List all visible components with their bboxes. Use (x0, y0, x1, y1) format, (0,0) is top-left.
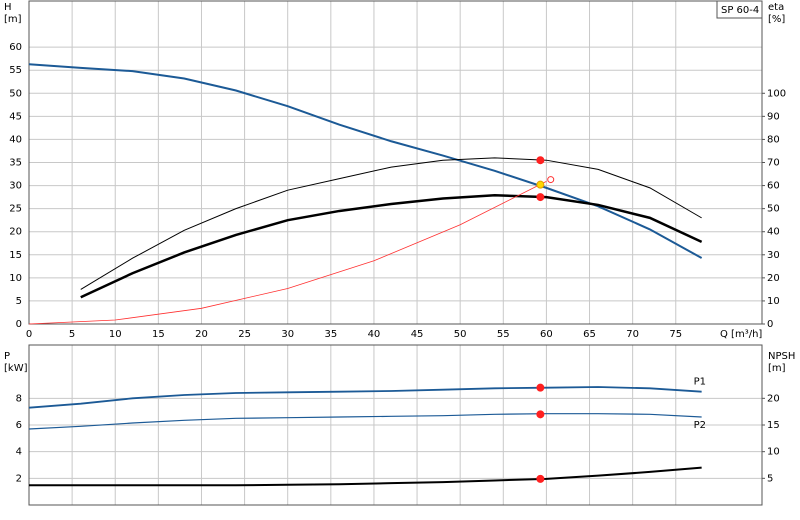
y-tick-label: 5 (16, 296, 22, 307)
y-tick-label: 20 (9, 227, 22, 238)
x-tick-label: 55 (497, 329, 510, 340)
y-axis-label: [kW] (4, 363, 28, 374)
y-tick-label: 2 (16, 473, 22, 484)
series-line (80, 157, 702, 290)
x-tick-label: 30 (281, 329, 294, 340)
series-line (80, 194, 703, 299)
y-tick-label: 6 (16, 420, 22, 431)
y-tick-label: 35 (9, 158, 22, 169)
y2-tick-label: 20 (767, 273, 780, 284)
x-tick-label: 20 (195, 329, 208, 340)
y2-tick-label: 80 (767, 134, 780, 145)
y-axis-label: [m] (4, 14, 22, 25)
duty-point (536, 410, 545, 419)
duty-point (536, 180, 545, 189)
y2-tick-label: 10 (767, 447, 780, 458)
y-tick-label: 45 (9, 111, 22, 122)
series-label: P2 (694, 420, 706, 431)
y-tick-label: 50 (9, 88, 22, 99)
y2-tick-label: 50 (767, 204, 780, 215)
x-axis-label: Q [m³/h] (720, 329, 762, 340)
y2-tick-label: 5 (767, 473, 773, 484)
y-tick-label: 25 (9, 204, 22, 215)
duty-point (536, 383, 545, 392)
y-tick-label: 30 (9, 181, 22, 192)
x-tick-label: 15 (152, 329, 165, 340)
y2-tick-label: 0 (767, 319, 773, 330)
series-line (28, 181, 547, 325)
y2-tick-label: 15 (767, 420, 780, 431)
duty-point (547, 176, 555, 184)
y-tick-label: 8 (16, 393, 22, 404)
y2-axis-label: NPSH (768, 351, 795, 362)
y-axis-label: P (4, 351, 10, 362)
y2-tick-label: 90 (767, 111, 780, 122)
x-tick-label: 60 (540, 329, 553, 340)
duty-point (536, 474, 545, 483)
y2-tick-label: 20 (767, 393, 780, 404)
y2-axis-label: eta (768, 2, 784, 13)
y2-tick-label: 100 (767, 88, 786, 99)
duty-point (536, 156, 545, 165)
y-tick-label: 60 (9, 42, 22, 53)
x-tick-label: 50 (454, 329, 467, 340)
y-tick-label: 55 (9, 65, 22, 76)
duty-point (536, 193, 545, 202)
series-line (28, 413, 702, 430)
y-tick-label: 4 (16, 447, 22, 458)
y-tick-label: 10 (9, 273, 22, 284)
y2-tick-label: 10 (767, 296, 780, 307)
y-tick-label: 40 (9, 134, 22, 145)
y2-axis-label: [m] (768, 363, 786, 374)
y-tick-label: 15 (9, 250, 22, 261)
x-tick-label: 0 (26, 329, 32, 340)
y-axis-label: H (4, 2, 12, 13)
x-tick-label: 70 (626, 329, 639, 340)
x-tick-label: 10 (109, 329, 122, 340)
x-tick-label: 5 (69, 329, 75, 340)
series-line (28, 386, 702, 409)
title-box (716, 0, 763, 19)
series-line (29, 466, 702, 487)
x-tick-label: 35 (324, 329, 337, 340)
x-tick-label: 65 (583, 329, 596, 340)
chart-title: SP 60-4 (721, 5, 759, 16)
y2-tick-label: 70 (767, 158, 780, 169)
y-tick-label: 0 (16, 319, 22, 330)
y2-tick-label: 60 (767, 181, 780, 192)
y2-tick-label: 30 (767, 250, 780, 261)
plot-frame (28, 344, 763, 506)
x-tick-label: 25 (238, 329, 251, 340)
y2-tick-label: 40 (767, 227, 780, 238)
x-tick-label: 40 (368, 329, 381, 340)
plot-frame (28, 0, 763, 325)
x-tick-label: 75 (669, 329, 682, 340)
y2-axis-label: [%] (768, 14, 785, 25)
x-tick-label: 45 (411, 329, 424, 340)
series-label: P1 (694, 377, 706, 388)
